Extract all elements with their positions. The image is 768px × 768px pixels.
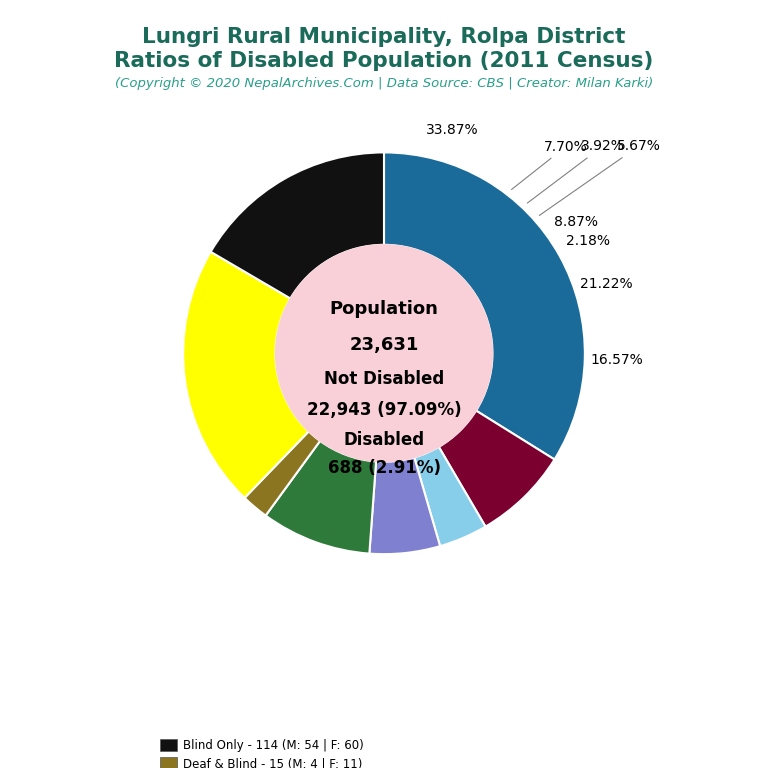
Wedge shape (266, 441, 376, 554)
Text: Disabled: Disabled (343, 431, 425, 449)
Text: Ratios of Disabled Population (2011 Census): Ratios of Disabled Population (2011 Cens… (114, 51, 654, 71)
Wedge shape (414, 447, 485, 546)
Text: 23,631: 23,631 (349, 336, 419, 354)
Text: 2.18%: 2.18% (566, 233, 610, 248)
Text: (Copyright © 2020 NepalArchives.Com | Data Source: CBS | Creator: Milan Karki): (Copyright © 2020 NepalArchives.Com | Da… (115, 77, 653, 90)
Wedge shape (439, 411, 554, 527)
Text: Lungri Rural Municipality, Rolpa District: Lungri Rural Municipality, Rolpa Distric… (142, 27, 626, 47)
Text: 688 (2.91%): 688 (2.91%) (327, 458, 441, 477)
Text: 7.70%: 7.70% (511, 140, 588, 190)
Text: 8.87%: 8.87% (554, 214, 598, 229)
Text: Population: Population (329, 300, 439, 318)
Legend: Blind Only - 114 (M: 54 | F: 60), Deaf & Blind - 15 (M: 4 | F: 11), Mental - 39 : Blind Only - 114 (M: 54 | F: 60), Deaf &… (161, 739, 411, 768)
Wedge shape (183, 252, 309, 498)
Wedge shape (384, 152, 585, 459)
Text: 21.22%: 21.22% (581, 277, 633, 292)
Text: 16.57%: 16.57% (591, 353, 644, 367)
Text: 5.67%: 5.67% (539, 139, 660, 216)
Text: 33.87%: 33.87% (425, 124, 478, 137)
Wedge shape (369, 458, 440, 554)
Circle shape (276, 245, 492, 462)
Text: 22,943 (97.09%): 22,943 (97.09%) (306, 401, 462, 419)
Text: Not Disabled: Not Disabled (324, 370, 444, 389)
Text: 3.92%: 3.92% (528, 140, 624, 203)
Wedge shape (210, 152, 384, 299)
Wedge shape (244, 432, 320, 515)
